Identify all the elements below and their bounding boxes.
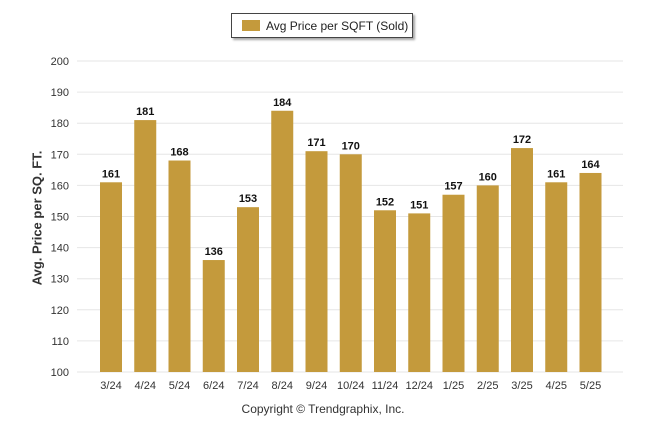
legend-swatch	[242, 20, 260, 31]
x-tick-label: 4/25	[546, 380, 567, 392]
y-tick-label: 150	[51, 212, 69, 224]
data-label: 168	[170, 147, 188, 159]
data-label: 184	[273, 97, 292, 109]
data-label: 172	[513, 134, 531, 146]
y-tick-label: 110	[51, 336, 69, 348]
x-tick-label: 3/25	[511, 380, 532, 392]
bar	[374, 210, 396, 372]
bar	[579, 172, 602, 372]
data-label: 164	[581, 159, 600, 171]
y-tick-label: 200	[51, 56, 69, 68]
data-label: 171	[307, 137, 325, 149]
bar	[134, 120, 157, 372]
bar	[305, 151, 328, 372]
x-tick-label: 12/24	[405, 380, 433, 392]
x-tick-label: 2/25	[477, 380, 498, 392]
x-tick-label: 11/24	[372, 380, 399, 392]
data-label: 157	[444, 181, 462, 193]
x-tick-label: 6/24	[203, 380, 224, 392]
bar	[442, 194, 465, 372]
bar	[511, 148, 533, 372]
x-tick-label: 3/24	[100, 380, 121, 392]
x-tick-label: 4/24	[135, 380, 156, 392]
copyright-text: Copyright © Trendgraphix, Inc.	[241, 402, 405, 416]
bar	[168, 160, 191, 372]
y-tick-label: 180	[51, 118, 69, 130]
y-axis-label: Avg. Price per SQ. FT.	[29, 150, 45, 286]
y-tick-label: 130	[51, 274, 69, 286]
x-tick-label: 9/24	[306, 380, 327, 392]
y-tick-label: 140	[51, 243, 69, 255]
x-tick-label: 10/24	[337, 380, 365, 392]
x-tick-label: 7/24	[237, 380, 258, 392]
bar	[237, 207, 259, 372]
x-tick-label: 5/24	[169, 380, 190, 392]
y-axis-ticks: 100 110 120 130 140 150 160 170 180 190 200	[51, 56, 69, 379]
x-tick-label: 1/25	[443, 380, 464, 392]
x-tick-label: 8/24	[272, 380, 293, 392]
data-label: 161	[547, 168, 565, 180]
y-tick-label: 160	[51, 180, 69, 192]
data-label: 170	[342, 140, 360, 152]
bar	[545, 182, 568, 372]
data-label: 136	[205, 246, 223, 258]
bar	[271, 110, 294, 372]
legend: Avg Price per SQFT (Sold)	[231, 13, 413, 38]
data-label: 153	[239, 193, 257, 205]
x-tick-label: 5/25	[580, 380, 601, 392]
y-tick-label: 100	[51, 367, 69, 379]
bar	[339, 154, 362, 372]
data-label: 161	[102, 168, 120, 180]
bar	[408, 213, 431, 372]
data-label: 181	[136, 106, 154, 118]
y-tick-label: 170	[51, 149, 69, 161]
data-label: 160	[479, 171, 497, 183]
legend-label: Avg Price per SQFT (Sold)	[266, 18, 409, 33]
bar	[100, 182, 122, 372]
bars	[100, 110, 602, 372]
bar	[476, 185, 499, 372]
y-tick-label: 120	[51, 305, 69, 317]
x-axis-ticks: 3/24 4/24 5/24 6/24 7/24 8/24 9/24 10/24 11/24 12…	[100, 380, 601, 392]
data-label: 151	[410, 199, 428, 211]
bar	[202, 260, 225, 372]
data-labels: 161 181 168 136 153 184 171 170 152 151 157 160 172 1…	[102, 97, 601, 258]
y-tick-label: 190	[51, 87, 69, 99]
data-label: 152	[376, 196, 394, 208]
